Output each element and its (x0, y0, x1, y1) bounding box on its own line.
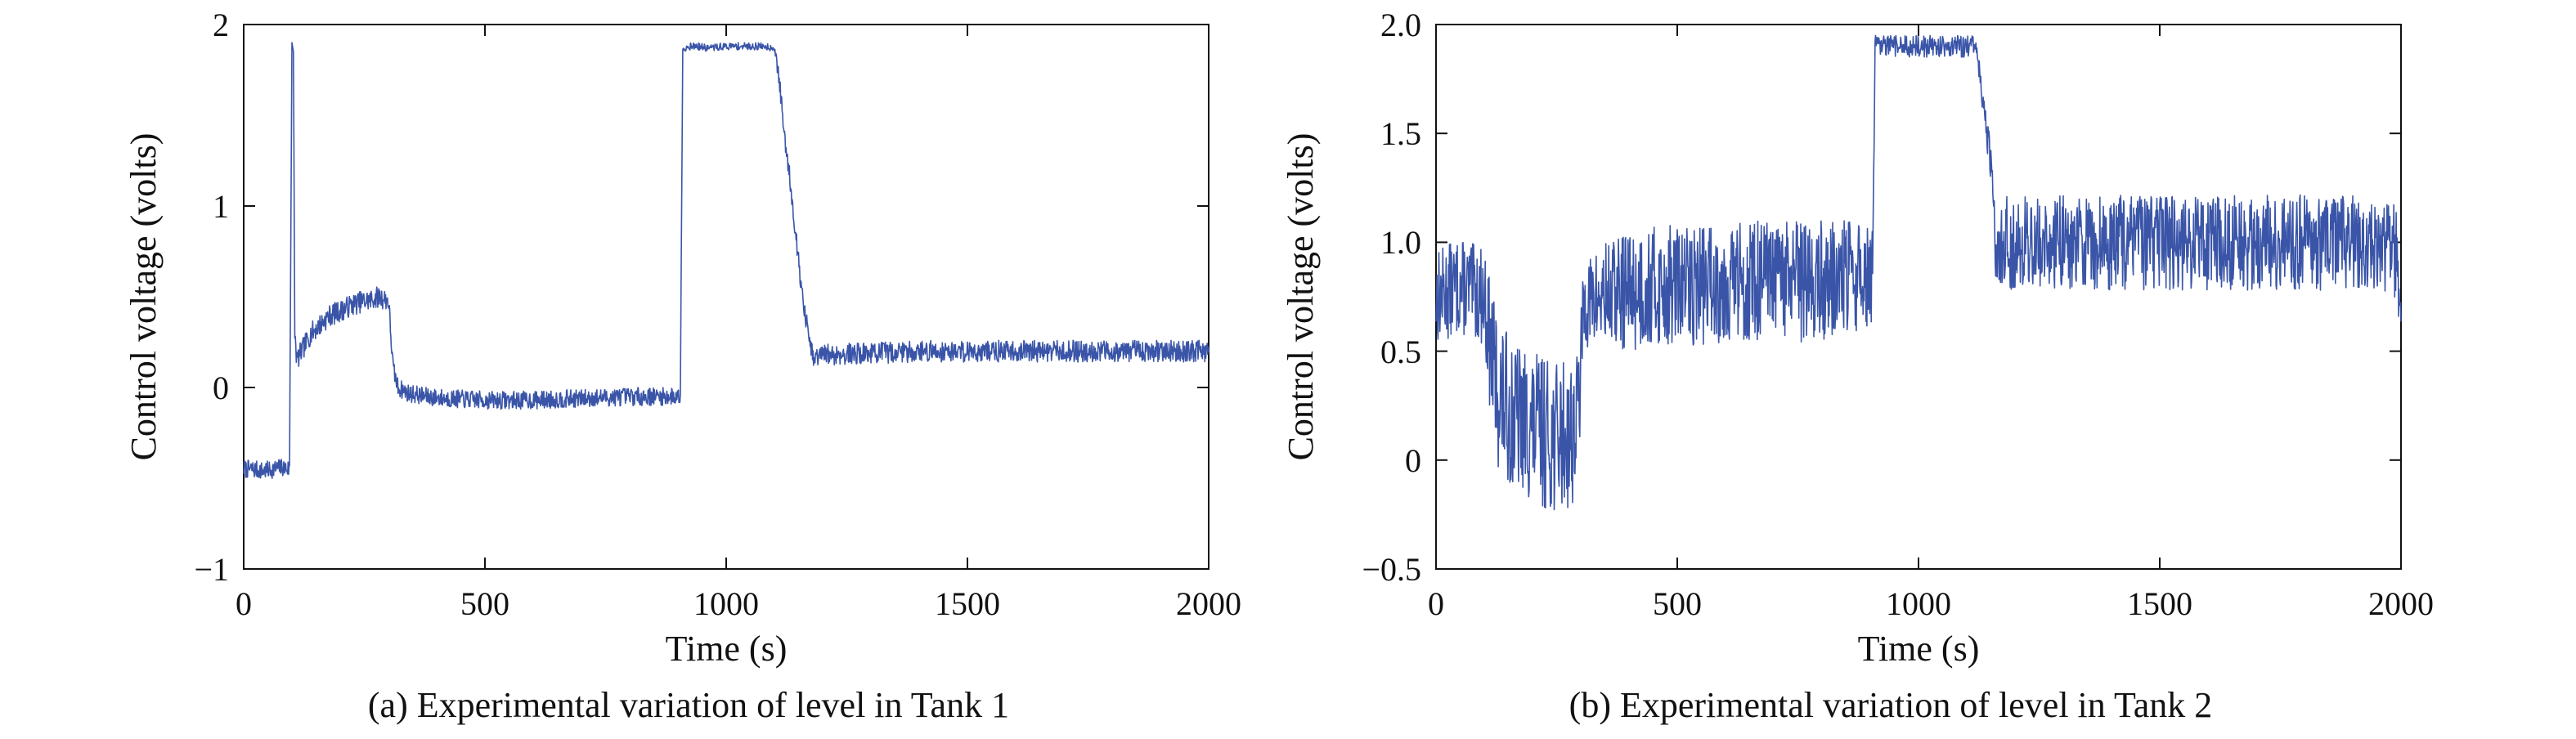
chart-panel-a: 0 500 1000 1500 2000 −1 0 1 2 Time (s) C… (123, 7, 1241, 725)
xtick-label: 500 (460, 585, 509, 622)
ytick-label: −0.5 (1362, 551, 1421, 588)
chart-panel-b: 0 500 1000 1500 2000 −0.5 0 0.5 1.0 1.5 … (1281, 7, 2434, 725)
series-line (1435, 34, 2402, 511)
ytick-label: 0 (213, 370, 229, 406)
xtick-label: 2000 (2368, 585, 2434, 622)
xtick-label: 2000 (1176, 585, 1241, 622)
xtick-label: 0 (236, 585, 252, 622)
ytick-label: 2 (213, 7, 229, 43)
ytick-label: 0 (1405, 442, 1421, 479)
y-axis-label: Control voltage (volts) (123, 133, 164, 461)
panel-caption: (b) Experimental variation of level in T… (1569, 685, 2213, 725)
xtick-label: 0 (1428, 585, 1444, 622)
xtick-label: 1000 (693, 585, 759, 622)
xtick-label: 1500 (2127, 585, 2192, 622)
ytick-label: 1 (213, 188, 229, 225)
panel-caption: (a) Experimental variation of level in T… (368, 685, 1009, 725)
x-axis-label: Time (s) (1858, 629, 1980, 669)
y-axis-label: Control voltage (volts) (1281, 133, 1321, 461)
xtick-label: 500 (1653, 585, 1702, 622)
ytick-label: 2.0 (1380, 7, 1421, 43)
axis-ticks (243, 24, 1209, 570)
plot-area-frame (243, 24, 1209, 570)
axis-ticks (1435, 24, 2402, 570)
x-axis-label: Time (s) (666, 629, 788, 669)
xtick-label: 1000 (1886, 585, 1951, 622)
ytick-label: −1 (194, 551, 229, 588)
ytick-label: 1.5 (1380, 115, 1421, 152)
ytick-label: 1.0 (1380, 224, 1421, 261)
plot-area-frame (1435, 24, 2402, 570)
series-line (243, 42, 1209, 479)
xtick-label: 1500 (935, 585, 1000, 622)
ytick-label: 0.5 (1380, 334, 1421, 370)
